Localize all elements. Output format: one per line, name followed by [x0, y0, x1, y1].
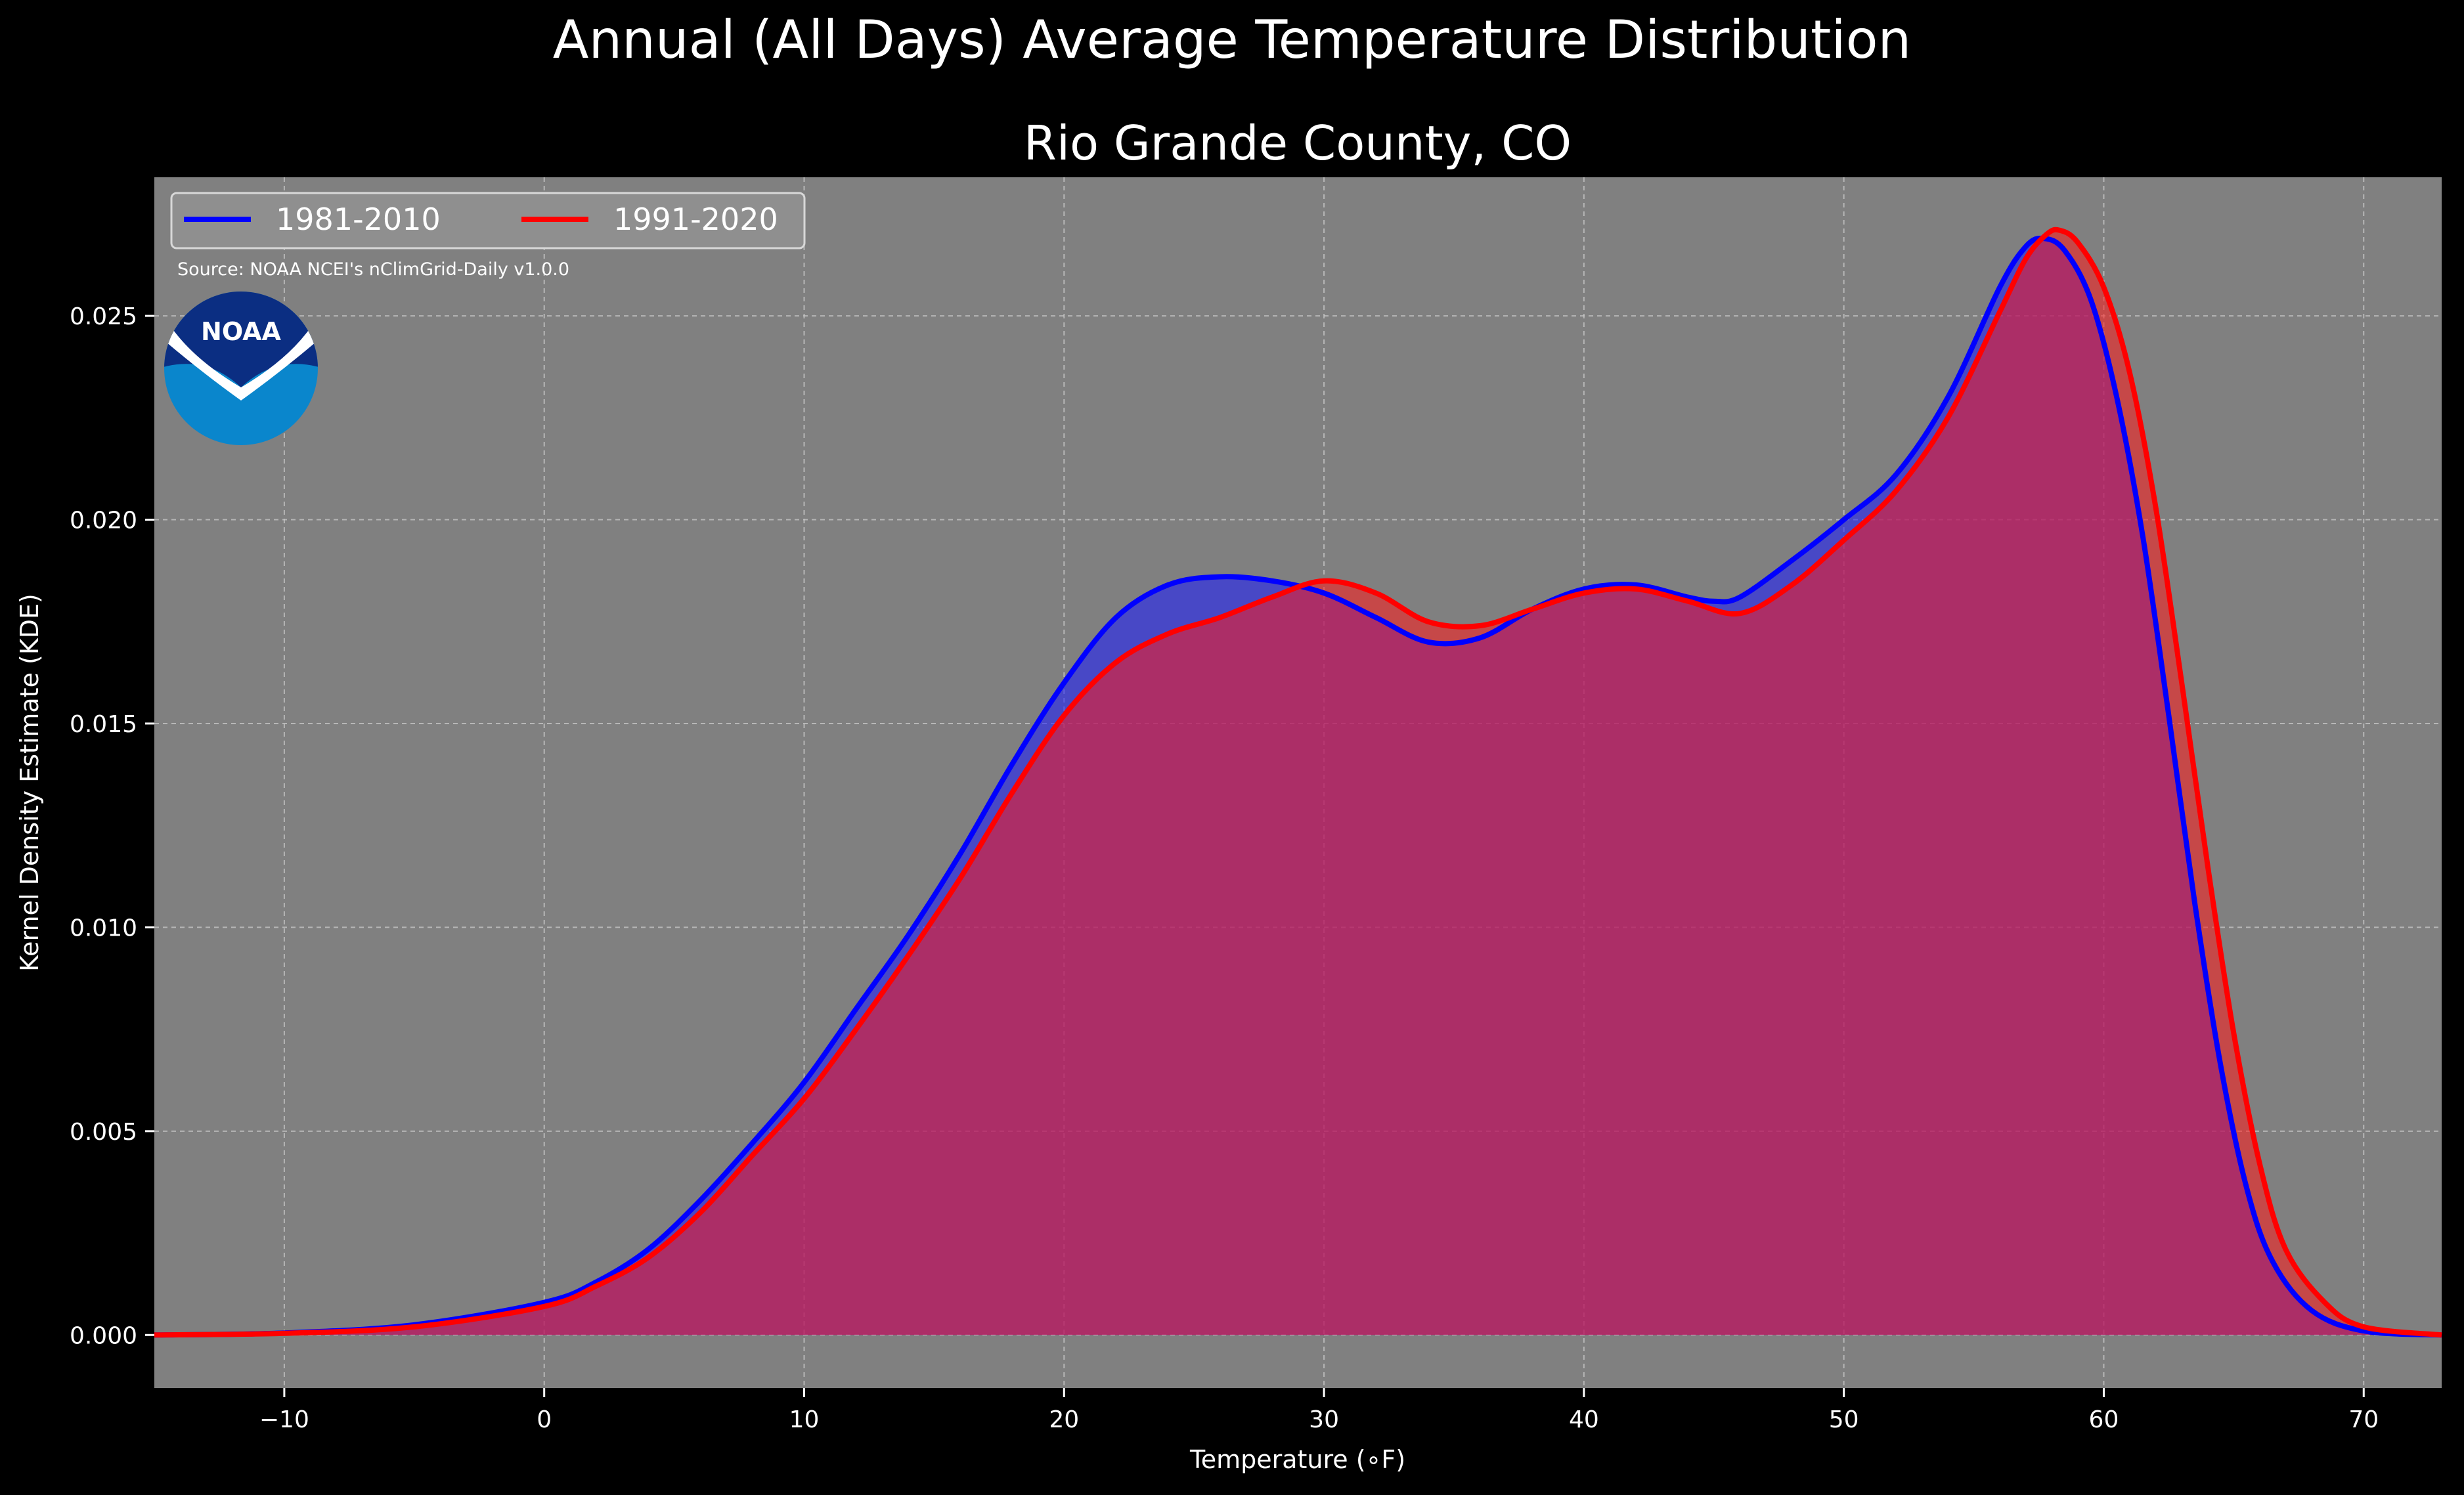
- density-areas: [154, 229, 2442, 1335]
- line-1991-2020: [154, 227, 2442, 1338]
- area-1991-2020: [154, 229, 2442, 1335]
- x-tick-label: 0: [537, 1406, 552, 1433]
- y-tick-label: 0.000: [70, 1322, 137, 1349]
- chart-title: Annual (All Days) Average Temperature Di…: [553, 9, 1911, 70]
- legend: 1981-2010 1991-2020: [170, 192, 806, 249]
- x-tick-label: 60: [2089, 1406, 2119, 1433]
- x-tick-label: 70: [2348, 1406, 2379, 1433]
- x-tick-label: −10: [259, 1406, 309, 1433]
- y-tick-label: 0.015: [70, 711, 137, 738]
- source-note: Source: NOAA NCEI's nClimGrid-Daily v1.0…: [177, 259, 569, 280]
- y-tick-label: 0.020: [70, 508, 137, 534]
- y-tick-label: 0.010: [70, 915, 137, 942]
- chart-subtitle: Rio Grande County, CO: [1024, 116, 1572, 171]
- x-tick-label: 20: [1049, 1406, 1079, 1433]
- noaa-logo-text: NOAA: [201, 317, 281, 346]
- x-tick-label: 50: [1829, 1406, 1859, 1433]
- legend-box: [170, 192, 806, 249]
- x-tick-label: 10: [789, 1406, 820, 1433]
- line-1981-2010: [154, 235, 2442, 1338]
- legend-label-1991-2020: 1991-2020: [613, 202, 778, 237]
- density-lines: [154, 227, 2442, 1338]
- x-axis-ticks: −10 0 10 20 30 40 50 60 70: [259, 1388, 2379, 1433]
- y-tick-label: 0.005: [70, 1119, 137, 1146]
- x-axis-label: Temperature (∘F): [1189, 1445, 1405, 1474]
- y-tick-label: 0.025: [70, 303, 137, 330]
- x-tick-label: 40: [1569, 1406, 1599, 1433]
- x-tick-label: 30: [1309, 1406, 1339, 1433]
- y-axis-label: Kernel Density Estimate (KDE): [15, 594, 44, 972]
- y-axis-ticks: 0.000 0.005 0.010 0.015 0.020 0.025: [70, 303, 154, 1349]
- legend-label-1981-2010: 1981-2010: [276, 202, 441, 237]
